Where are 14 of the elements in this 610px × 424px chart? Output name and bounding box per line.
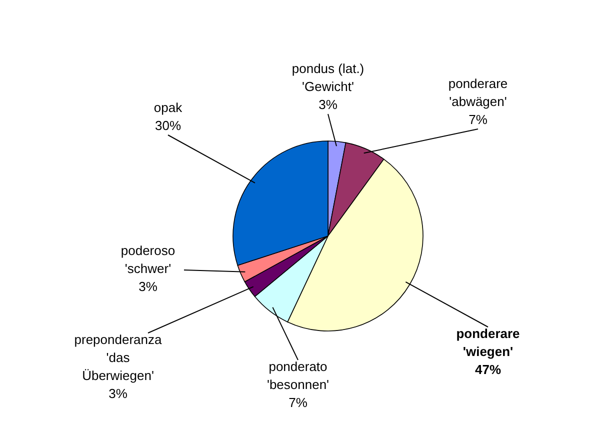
data-label: 3% [138,279,158,294]
data-label: 3% [318,97,338,112]
slice-label: ponderato 'besonnen' [266,359,330,392]
data-label: 30% [154,118,182,134]
data-label: 47% [474,362,502,378]
slice-label: ponderare 'wiegen' [456,326,520,360]
data-label: 7% [468,112,488,128]
slice-label: preponderanza 'das Überwiegen' [74,332,162,384]
slice-label: poderoso 'schwer' [120,243,176,276]
slice-label: opak [154,100,183,116]
data-label: 7% [288,395,308,410]
slice-label: pondus (lat.) 'Gewicht' [292,61,364,94]
data-label: 3% [108,386,128,402]
slice-label: ponderare 'abwägen' [448,76,508,110]
